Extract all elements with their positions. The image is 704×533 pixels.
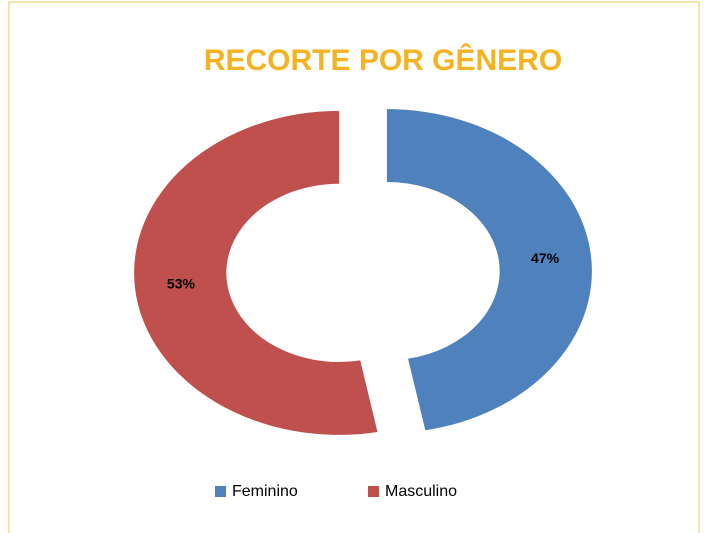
chart-border [8,1,700,533]
data-label: 47% [531,250,560,266]
donut-segment [386,109,592,431]
chart-title: RECORTE POR GÊNERO [204,43,562,77]
donut-segment [134,110,378,435]
legend-label: Masculino [385,483,457,500]
legend-swatch [368,486,379,497]
legend-swatch [215,486,226,497]
legend-label: Feminino [232,483,298,500]
data-label: 53% [167,275,196,291]
